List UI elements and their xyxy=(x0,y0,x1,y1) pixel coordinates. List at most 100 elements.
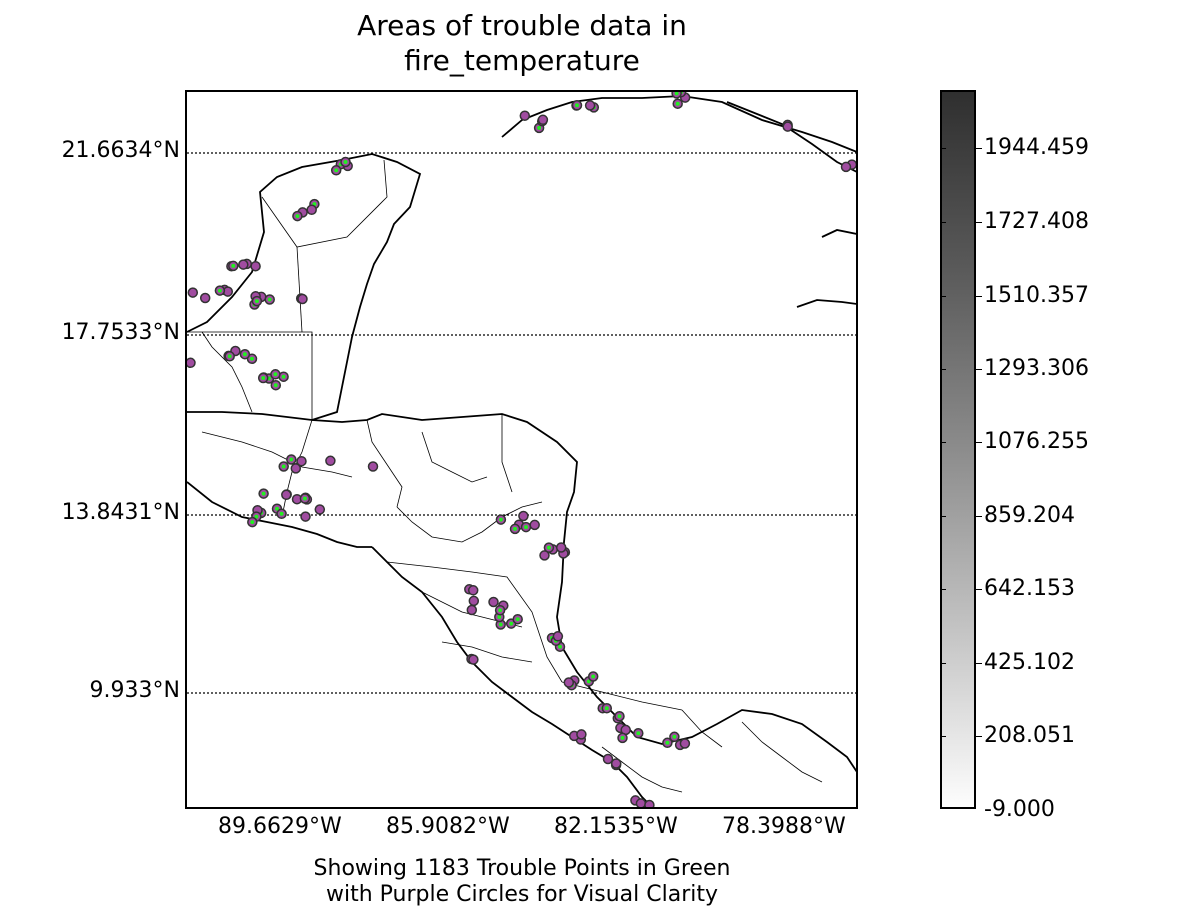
trouble-point xyxy=(674,92,679,96)
trouble-point-circle xyxy=(314,504,326,515)
lat-label-4: 9.933°N xyxy=(89,678,180,703)
trouble-point xyxy=(672,734,677,739)
lat-label-3: 13.8431°N xyxy=(61,500,180,525)
trouble-point-circle xyxy=(563,677,575,688)
trouble-point xyxy=(546,545,551,550)
map-title-line2: fire_temperature xyxy=(404,44,640,77)
trouble-point-circle xyxy=(539,550,550,561)
map-title-line1: Areas of trouble data in xyxy=(357,9,687,42)
colorbar-label: 859.204 xyxy=(984,503,1075,528)
colorbar-tick xyxy=(976,516,982,517)
trouble-point xyxy=(497,615,502,619)
lon-label-3: 82.1535°W xyxy=(554,814,678,839)
trouble-point-circle xyxy=(468,654,479,665)
trouble-point xyxy=(636,731,641,736)
trouble-point-circle xyxy=(300,511,311,522)
latitude-gridlines xyxy=(187,152,856,694)
colorbar-tick xyxy=(940,296,946,297)
trouble-point xyxy=(281,464,286,469)
map-svg xyxy=(187,92,856,807)
trouble-points xyxy=(187,92,856,807)
trouble-point-circle xyxy=(325,455,336,467)
trouble-point xyxy=(289,457,294,462)
trouble-point xyxy=(524,525,528,530)
trouble-point xyxy=(617,714,622,719)
lon-label-1: 89.6629°W xyxy=(218,814,342,839)
trouble-point xyxy=(575,103,579,108)
x-axis-caption-line2: with Purple Circles for Visual Clarity xyxy=(325,882,719,907)
trouble-point-circle xyxy=(840,161,852,173)
trouble-point xyxy=(665,740,670,745)
trouble-point-circle xyxy=(290,463,302,474)
colorbar-tick xyxy=(940,369,946,370)
colorbar-label: 1944.459 xyxy=(984,135,1089,160)
borders xyxy=(187,159,823,793)
trouble-point-circle xyxy=(576,729,587,740)
trouble-point xyxy=(275,506,279,511)
trouble-point-circle xyxy=(635,798,647,807)
trouble-point-circle xyxy=(296,455,307,467)
trouble-point xyxy=(254,299,259,304)
colorbar-tick xyxy=(976,663,982,664)
colorbar-tick xyxy=(940,148,946,149)
colorbar-tick xyxy=(976,589,982,590)
trouble-point xyxy=(498,608,503,613)
trouble-point xyxy=(537,125,542,130)
trouble-point-circle xyxy=(644,799,655,807)
trouble-point xyxy=(242,352,247,357)
colorbar-label: 425.102 xyxy=(984,650,1075,675)
colorbar-tick xyxy=(976,736,982,737)
colorbar-tick xyxy=(940,589,946,590)
trouble-point-circle xyxy=(529,519,540,531)
colorbar-tick xyxy=(940,516,946,517)
colorbar-tick xyxy=(940,736,946,737)
trouble-point xyxy=(250,520,255,525)
trouble-point xyxy=(295,214,300,219)
trouble-point-circle xyxy=(187,287,199,298)
trouble-point xyxy=(675,101,680,106)
trouble-point xyxy=(273,383,278,388)
trouble-point xyxy=(509,621,514,626)
trouble-point-circle xyxy=(250,260,261,272)
trouble-point xyxy=(273,372,278,377)
lat-label-1: 21.6634°N xyxy=(61,138,180,163)
coastlines xyxy=(187,95,856,807)
colorbar-tick xyxy=(976,369,982,370)
trouble-point-circle xyxy=(199,292,211,304)
trouble-point xyxy=(498,517,503,522)
trouble-point-circle xyxy=(552,631,564,642)
trouble-point-circle xyxy=(782,121,793,132)
trouble-point xyxy=(261,376,266,380)
colorbar-label: 1727.408 xyxy=(984,209,1089,234)
trouble-point-circle xyxy=(555,542,567,553)
trouble-point xyxy=(558,644,562,649)
trouble-point-circle xyxy=(610,758,622,769)
colorbar-label: 208.051 xyxy=(984,723,1075,748)
lon-label-2: 85.9082°W xyxy=(386,814,510,839)
trouble-point xyxy=(334,168,339,173)
trouble-point xyxy=(302,496,307,501)
trouble-point-circle xyxy=(466,604,478,616)
colorbar-label: -9.000 xyxy=(984,797,1055,822)
trouble-point-circle xyxy=(468,595,480,607)
trouble-point xyxy=(217,288,222,293)
colorbar-tick xyxy=(940,442,946,443)
lat-label-2: 17.7533°N xyxy=(61,320,180,345)
colorbar-tick xyxy=(976,296,982,297)
trouble-point xyxy=(515,617,520,622)
trouble-point xyxy=(250,356,254,361)
trouble-point-circle xyxy=(297,293,308,305)
trouble-point xyxy=(498,622,503,627)
trouble-point xyxy=(604,706,609,711)
colorbar-tick xyxy=(976,442,982,443)
trouble-point-circle xyxy=(584,100,596,111)
colorbar-label: 1510.357 xyxy=(984,283,1089,308)
trouble-point-circle xyxy=(306,204,317,216)
colorbar-label: 1293.306 xyxy=(984,356,1089,381)
trouble-point xyxy=(513,526,517,531)
trouble-point-circle xyxy=(467,585,479,596)
colorbar-tick xyxy=(976,148,982,149)
trouble-point-circle xyxy=(537,114,549,126)
trouble-point xyxy=(261,491,266,496)
trouble-point xyxy=(231,263,236,268)
